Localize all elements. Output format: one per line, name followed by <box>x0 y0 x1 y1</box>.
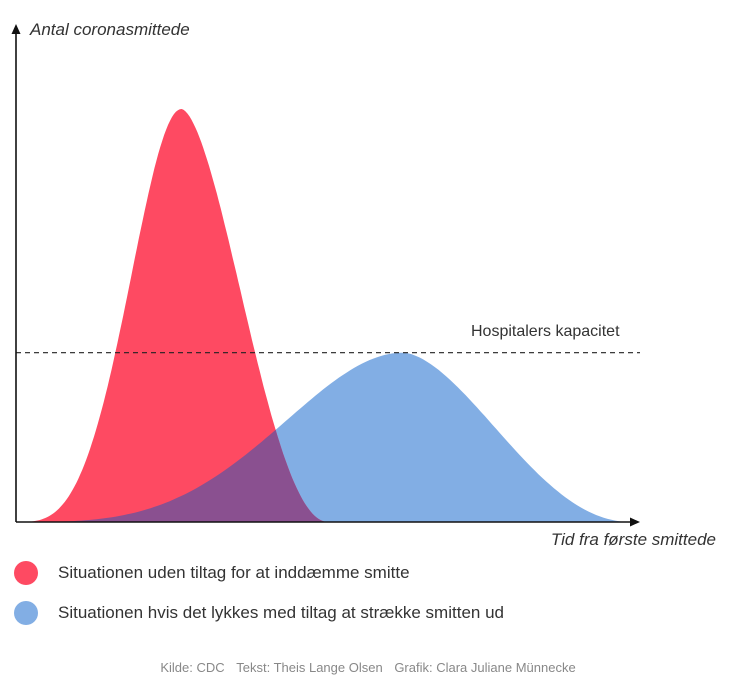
chart <box>11 24 640 527</box>
series-area-with-measures <box>16 352 631 522</box>
credit-text: Tekst: Theis Lange Olsen <box>236 660 383 675</box>
legend-dot-blue <box>14 601 38 625</box>
legend-label-with-measures: Situationen hvis det lykkes med tiltag a… <box>58 603 504 622</box>
series-area-without-measures <box>16 109 328 522</box>
y-axis-arrow <box>11 24 21 34</box>
legend-item-with-measures: Situationen hvis det lykkes med tiltag a… <box>14 601 504 625</box>
legend: Situationen uden tiltag for at inddæmme … <box>14 561 504 641</box>
legend-item-without-measures: Situationen uden tiltag for at inddæmme … <box>14 561 504 585</box>
credits: Kilde: CDC Tekst: Theis Lange Olsen Graf… <box>0 660 736 675</box>
x-axis-arrow <box>630 517 640 527</box>
x-axis-label: Tid fra første smittede <box>550 530 716 549</box>
capacity-label: Hospitalers kapacitet <box>471 323 620 340</box>
credit-source: Kilde: CDC <box>160 660 225 675</box>
legend-dot-red <box>14 561 38 585</box>
legend-label-without-measures: Situationen uden tiltag for at inddæmme … <box>58 563 410 582</box>
credit-graphics: Grafik: Clara Juliane Münnecke <box>394 660 576 675</box>
y-axis-label: Antal coronasmittede <box>30 20 190 39</box>
